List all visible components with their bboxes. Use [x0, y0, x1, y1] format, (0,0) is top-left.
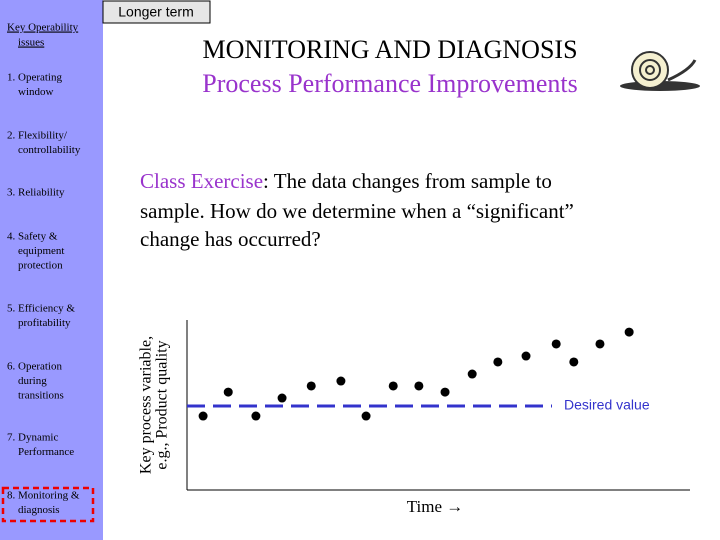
sidebar-item: diagnosis: [18, 504, 60, 516]
sidebar-item: 4. Safety &: [7, 231, 58, 243]
target-label: Desired value: [564, 397, 650, 413]
exercise-line: change has occurred?: [140, 227, 321, 251]
sidebar-item: 6. Operation: [7, 361, 62, 373]
data-point: [198, 411, 208, 421]
data-point: [624, 327, 634, 337]
data-point: [336, 376, 346, 386]
highlight-box: [1, 486, 95, 523]
data-point: [521, 351, 531, 361]
sidebar-item: protection: [18, 260, 63, 272]
data-point: [569, 357, 579, 367]
sidebar-item: 7. Dynamic: [7, 432, 58, 444]
sidebar-heading: issues: [18, 37, 44, 49]
sidebar-item: 2. Flexibility/: [7, 130, 68, 142]
sidebar-heading: Key Operability: [7, 22, 79, 34]
exercise: Class Exercise: The data changes from sa…: [140, 169, 552, 193]
exercise-line: sample. How do we determine when a “sign…: [140, 199, 574, 223]
subtitle: Process Performance Improvements: [202, 69, 577, 98]
data-point: [414, 381, 424, 391]
data-point: [361, 411, 371, 421]
exercise-line: : The data changes from sample to: [263, 169, 552, 193]
x-label: Time →: [407, 497, 464, 516]
sidebar-item: 3. Reliability: [7, 187, 65, 199]
data-point: [493, 357, 503, 367]
data-point: [467, 369, 477, 379]
sidebar-item: profitability: [18, 317, 71, 329]
sidebar-item: equipment: [18, 245, 64, 257]
tab: Longer term: [118, 4, 193, 20]
sidebar-item: controllability: [18, 144, 81, 156]
data-point: [223, 387, 233, 397]
data-point: [277, 393, 287, 403]
data-point: [251, 411, 261, 421]
data-point: [595, 339, 605, 349]
sidebar-item: 5. Efficiency &: [7, 303, 75, 315]
y-label: e.g., Product quality: [154, 340, 171, 469]
y-label: Key process variable,: [138, 336, 155, 474]
sidebar-item: 8. Monitoring &: [7, 490, 80, 502]
sidebar-item: window: [18, 86, 54, 98]
sidebar-item: 1. Operating: [7, 72, 62, 84]
data-point: [388, 381, 398, 391]
sidebar-item: transitions: [18, 390, 64, 402]
data-point: [551, 339, 561, 349]
data-point: [306, 381, 316, 391]
exercise-lead: Class Exercise: [140, 169, 263, 193]
data-point: [440, 387, 450, 397]
tab-box: [102, 0, 211, 24]
sidebar-item: Performance: [18, 446, 74, 458]
sidebar: [0, 0, 103, 540]
title: MONITORING AND DIAGNOSIS: [202, 35, 577, 64]
snail-icon: [620, 51, 700, 91]
sidebar-item: during: [18, 375, 47, 387]
